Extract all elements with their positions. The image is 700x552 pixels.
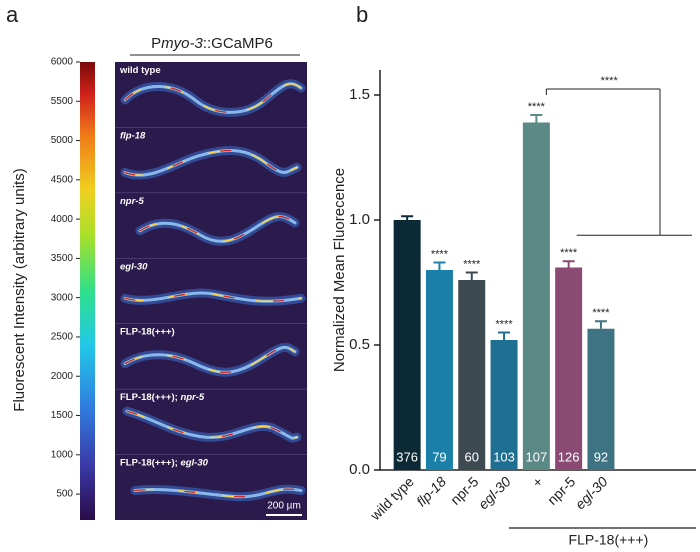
colorbar-tick-label: 5000 — [51, 135, 74, 146]
row-label: npr-5 — [120, 195, 144, 206]
row-label: FLP-18(+++); npr-5 — [120, 392, 205, 403]
bar — [393, 220, 421, 470]
worm — [120, 288, 306, 306]
worms — [120, 79, 306, 502]
n-label: 107 — [525, 449, 547, 464]
colorbar-label: Fluorescent Intensity (arbitrary units) — [11, 168, 28, 411]
colorbar-tick-label: 1500 — [51, 410, 74, 421]
worm-stroke — [139, 215, 296, 243]
worm — [135, 212, 300, 246]
x-tick-label: egl-30 — [475, 473, 514, 512]
panel-letter: b — [356, 2, 368, 27]
significance: **** — [495, 318, 513, 330]
bar — [522, 122, 550, 470]
row-label: FLP-18(+++); egl-30 — [120, 457, 209, 468]
colorbar-tick-label: 4000 — [51, 214, 74, 225]
worm-stroke — [124, 292, 302, 302]
bar — [490, 340, 518, 470]
panel-letter: a — [6, 2, 19, 27]
bar — [458, 280, 486, 470]
worm-stroke — [124, 83, 302, 114]
x-tick-label: + — [529, 473, 546, 490]
title-part: ::GCaMP6 — [203, 35, 273, 52]
worm — [120, 79, 306, 117]
significance: **** — [592, 307, 610, 319]
significance: **** — [560, 247, 578, 259]
row-label-part: FLP-18(+++) — [120, 326, 175, 337]
row-label-part: egl-30 — [180, 457, 208, 468]
colorbar-tick-label: 6000 — [51, 57, 74, 68]
title-part: P — [151, 35, 161, 52]
colorbar — [80, 62, 95, 520]
significance: **** — [463, 258, 481, 270]
comparison-label: **** — [601, 75, 619, 87]
n-label: 92 — [594, 449, 608, 464]
bar — [555, 267, 583, 470]
row-label-part: FLP-18(+++); — [120, 392, 178, 403]
x-tick-label: wild type — [366, 473, 417, 524]
worm — [122, 406, 302, 443]
n-label: 60 — [465, 449, 479, 464]
significance: **** — [528, 101, 546, 113]
title-part: myo-3 — [161, 35, 203, 52]
bar — [425, 270, 453, 470]
worm-stroke — [125, 409, 299, 440]
row-label: wild type — [119, 65, 161, 76]
row-label: flp-18 — [120, 130, 146, 141]
colorbar-tick-label: 1000 — [51, 449, 74, 460]
y-axis-label: Normalized Mean Fluorecence — [331, 168, 348, 372]
row-label-part: npr-5 — [120, 195, 144, 206]
n-label: 376 — [396, 449, 418, 464]
row-label-part: npr-5 — [180, 392, 204, 403]
colorbar-tick-label: 3000 — [51, 292, 74, 303]
y-tick-label: 0.5 — [349, 336, 370, 353]
panel-title: Pmyo-3::GCaMP6 — [151, 35, 273, 52]
x-tick-label: egl-30 — [572, 473, 611, 512]
n-label: 126 — [558, 449, 580, 464]
row-label-part: egl-30 — [120, 261, 148, 272]
row-label-part: FLP-18(+++); — [120, 457, 178, 468]
worm-stroke — [134, 488, 302, 498]
worm-stroke — [124, 149, 298, 176]
colorbar-tick-label: 500 — [56, 489, 73, 500]
group-label: FLP-18(+++) — [569, 532, 649, 548]
row-label: FLP-18(+++) — [120, 326, 175, 337]
y-tick-label: 0.0 — [349, 461, 370, 478]
scale-bar-label: 200 µm — [267, 501, 301, 512]
colorbar-tick-label: 4500 — [51, 174, 74, 185]
row-label-part: flp-18 — [120, 130, 146, 141]
worm-stroke — [124, 83, 302, 113]
n-label: 79 — [432, 449, 446, 464]
row-label-part: wild type — [119, 65, 161, 76]
worm — [120, 146, 302, 180]
significance: **** — [431, 248, 449, 260]
colorbar-tick-label: 2500 — [51, 332, 74, 343]
worm — [130, 484, 306, 502]
worm-stroke — [124, 346, 296, 373]
n-label: 103 — [493, 449, 515, 464]
y-tick-label: 1.0 — [349, 211, 370, 228]
colorbar-tick-label: 3500 — [51, 253, 74, 264]
colorbar-tick-label: 2000 — [51, 371, 74, 382]
bar — [587, 328, 615, 470]
colorbar-tick-label: 5500 — [51, 96, 74, 107]
row-label: egl-30 — [120, 261, 148, 272]
x-tick-label: flp-18 — [413, 473, 449, 509]
y-tick-label: 1.5 — [349, 86, 370, 103]
worm — [120, 342, 300, 377]
